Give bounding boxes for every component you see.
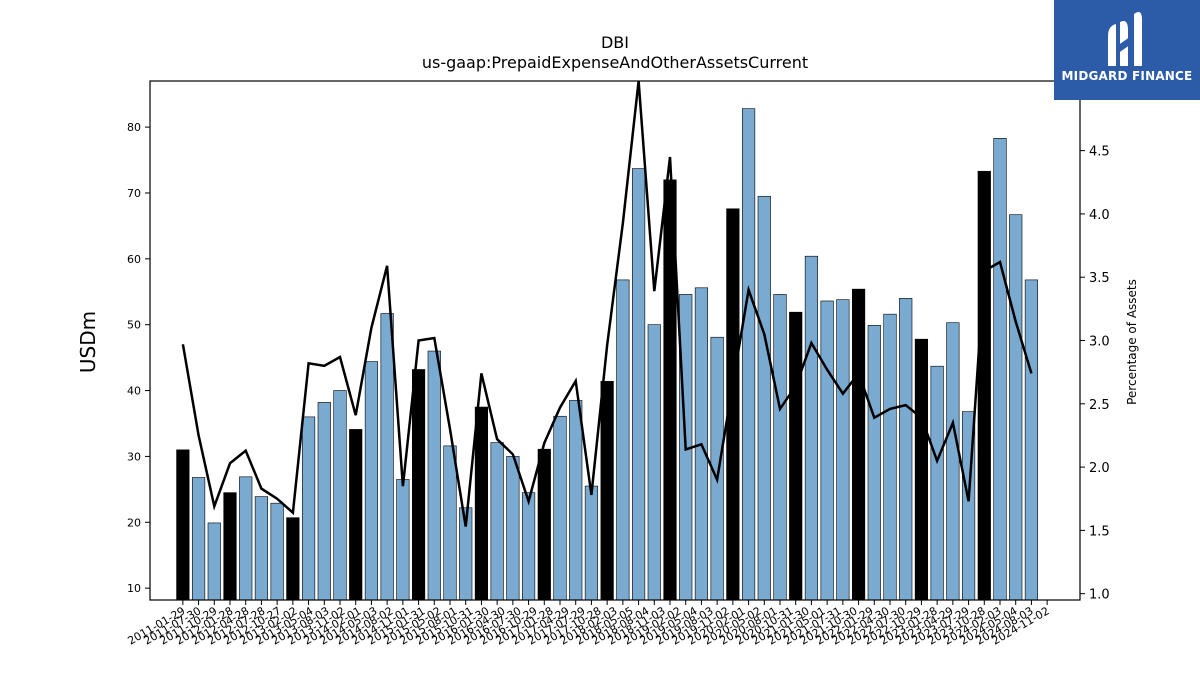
bar <box>741 108 756 601</box>
bar <box>930 365 944 601</box>
bar <box>474 406 489 601</box>
y-tick-label-left: 70 <box>127 187 141 200</box>
y-tick-label-right: 2.5 <box>1089 398 1110 413</box>
bar <box>411 369 426 601</box>
bar <box>443 445 457 601</box>
bar <box>490 442 504 601</box>
chart-title: DBI <box>600 33 629 52</box>
y-axis-label-left: USDm <box>76 310 100 374</box>
brand-logo: MIDGARD FINANCE <box>1054 0 1200 100</box>
y-tick-label-right: 3.0 <box>1089 335 1110 350</box>
y-tick-label-left: 20 <box>127 516 141 529</box>
chart-subtitle: us-gaap:PrepaidExpenseAndOtherAssetsCurr… <box>421 53 809 72</box>
bar <box>977 170 991 601</box>
logo-mark-icon <box>1108 12 1142 66</box>
bar <box>427 350 441 601</box>
bar <box>914 338 929 601</box>
bar <box>349 429 363 601</box>
y-tick-label-right: 4.5 <box>1089 145 1110 160</box>
bar <box>286 517 300 601</box>
y-tick-label-right: 4.0 <box>1089 208 1110 223</box>
bar <box>804 255 819 601</box>
bar <box>506 456 520 601</box>
bar <box>207 522 221 601</box>
y-tick-label-left: 40 <box>127 385 141 398</box>
bar <box>333 390 347 601</box>
bar <box>883 313 897 601</box>
line-series <box>181 80 1033 527</box>
bar <box>191 477 206 601</box>
bar <box>600 381 614 601</box>
bar <box>1024 279 1039 601</box>
bar <box>569 400 583 601</box>
y-tick-label-right: 1.5 <box>1089 524 1110 539</box>
bar <box>521 492 536 601</box>
bar <box>946 322 960 601</box>
bar <box>631 168 646 601</box>
bar <box>616 279 630 601</box>
bar <box>223 492 237 601</box>
y-tick-label-left: 60 <box>127 253 141 266</box>
bar <box>1009 214 1023 601</box>
y-tick-label-left: 30 <box>127 450 141 463</box>
bar <box>364 361 379 601</box>
y-tick-label-left: 80 <box>127 121 141 134</box>
bar <box>789 311 803 601</box>
bar <box>993 138 1007 601</box>
bar <box>317 402 331 601</box>
bar <box>757 195 771 601</box>
bar <box>176 449 190 601</box>
bar <box>836 299 850 601</box>
bar <box>239 476 253 601</box>
bar <box>647 324 661 601</box>
bar <box>899 298 913 601</box>
bar <box>254 496 269 601</box>
y-tick-label-left: 50 <box>127 319 141 332</box>
bar <box>380 313 394 601</box>
y-tick-label-right: 1.0 <box>1089 588 1110 603</box>
bar <box>537 448 551 601</box>
bar <box>820 300 834 601</box>
bar <box>773 294 787 601</box>
y-axis-label-right: Percentage of Assets <box>1125 279 1139 405</box>
y-tick-label-right: 2.0 <box>1089 461 1110 476</box>
y-tick-label-left: 10 <box>127 582 141 595</box>
bar <box>867 325 881 601</box>
bar <box>396 479 410 601</box>
bar <box>584 485 599 601</box>
y-tick-label-right: 3.5 <box>1089 271 1110 286</box>
bar <box>270 502 284 601</box>
bar <box>553 415 567 601</box>
bar <box>851 288 866 601</box>
plot-top-mask <box>150 0 1080 81</box>
brand-name: MIDGARD FINANCE <box>1061 69 1193 83</box>
bar <box>301 416 316 601</box>
